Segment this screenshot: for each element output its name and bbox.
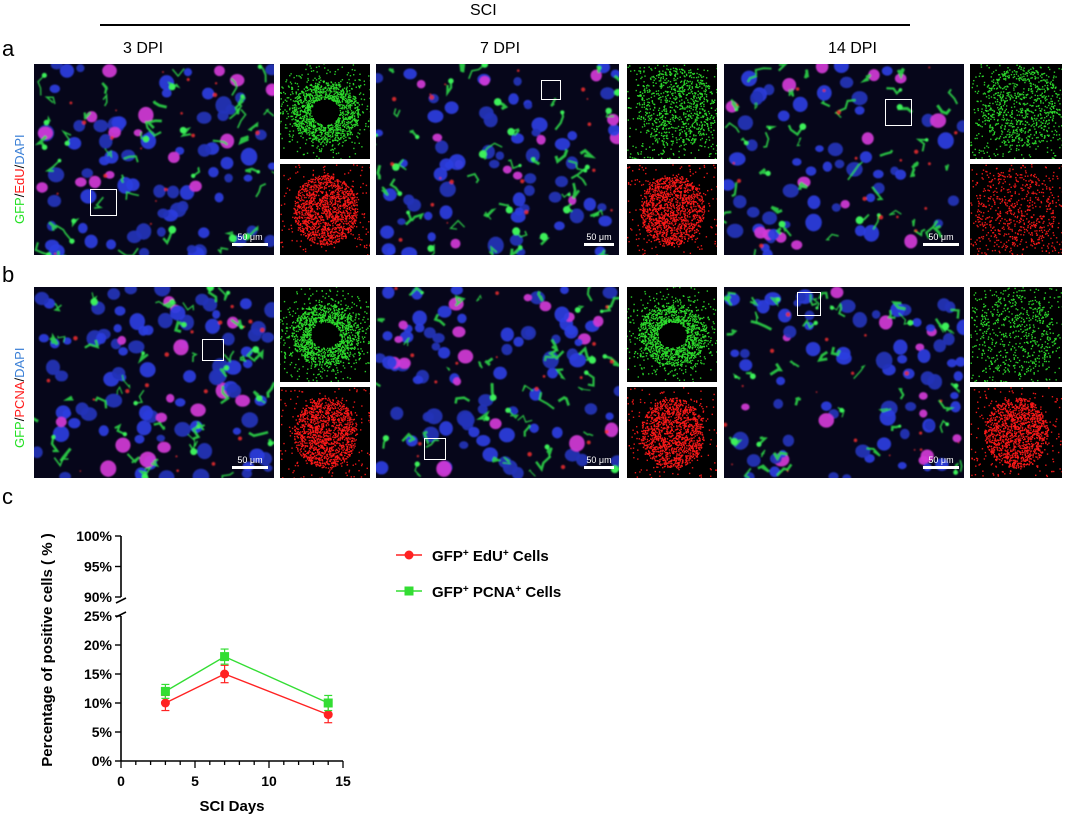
x-tick-label: 10 bbox=[261, 773, 277, 789]
micrograph-a-14dpi bbox=[724, 64, 964, 255]
inset-a-3dpi-edu bbox=[280, 164, 370, 255]
y-tick-label: 95% bbox=[84, 559, 113, 575]
row-label-b: GFP/PCNA/DAPI bbox=[12, 348, 27, 448]
data-point bbox=[160, 698, 170, 708]
scale-bar-b-7dpi: 50 μm bbox=[584, 455, 614, 469]
micrograph-b-3dpi bbox=[34, 287, 274, 478]
inset-b-7dpi-pcna bbox=[627, 387, 717, 478]
y-tick-label: 25% bbox=[84, 608, 113, 624]
scale-bar-b-14dpi: 50 μm bbox=[923, 455, 959, 469]
y-tick-label: 10% bbox=[84, 695, 113, 711]
roi-box-b-14dpi bbox=[797, 292, 821, 316]
scale-bar-b-3dpi: 50 μm bbox=[232, 455, 268, 469]
inset-a-7dpi-gfp bbox=[627, 64, 717, 159]
panel-letter-a: a bbox=[2, 36, 15, 61]
y-tick-label: 0% bbox=[92, 753, 113, 769]
row-label-b-dapi: DAPI bbox=[12, 347, 27, 378]
row-label-b-pcna: PCNA bbox=[12, 381, 27, 418]
sci-group-label: SCI bbox=[470, 2, 497, 19]
column-label-7dpi: 7 DPI bbox=[480, 40, 521, 57]
micrograph-a-3dpi bbox=[34, 64, 274, 255]
inset-a-7dpi-edu bbox=[627, 164, 717, 255]
y-tick-label: 15% bbox=[84, 666, 113, 682]
y-tick-label: 20% bbox=[84, 637, 113, 653]
row-label-a-gfp: GFP bbox=[12, 197, 27, 224]
inset-b-7dpi-gfp bbox=[627, 287, 717, 382]
row-label-a-edu: EdU bbox=[12, 168, 27, 194]
roi-box-b-3dpi bbox=[202, 339, 224, 361]
column-label-3dpi: 3 DPI bbox=[123, 40, 164, 57]
y-tick-label: 5% bbox=[92, 724, 113, 740]
roi-box-a-7dpi bbox=[541, 80, 561, 100]
row-label-a-dapi: DAPI bbox=[12, 134, 27, 165]
panel-letter-b: b bbox=[2, 262, 15, 287]
legend-label: GFP+ EdU+ Cells bbox=[432, 548, 549, 566]
y-tick-label: 90% bbox=[84, 589, 113, 605]
y-axis-label: Percentage of positive cells ( % ) bbox=[39, 533, 56, 766]
data-point bbox=[160, 686, 170, 696]
column-label-14dpi: 14 DPI bbox=[828, 40, 877, 57]
data-point bbox=[323, 698, 333, 708]
panel-letter-c: c bbox=[2, 484, 13, 509]
legend-label: GFP+ PCNA+ Cells bbox=[432, 584, 561, 602]
x-tick-label: 0 bbox=[117, 773, 125, 789]
scale-bar-label: 50 μm bbox=[237, 232, 263, 242]
data-point bbox=[323, 710, 333, 720]
inset-b-3dpi-gfp bbox=[280, 287, 370, 382]
scale-bar-a-3dpi: 50 μm bbox=[232, 232, 268, 246]
micrograph-a-7dpi bbox=[376, 64, 619, 255]
inset-a-3dpi-gfp bbox=[280, 64, 370, 159]
line-chart: 0% 5% 10% 15% 20% 25% 90% 95% 100% 0 5 10 15 SCI Days… bbox=[39, 528, 561, 815]
scale-bar-label: 50 μm bbox=[237, 455, 263, 465]
x-tick-label: 15 bbox=[335, 773, 351, 789]
series-line bbox=[165, 655, 329, 704]
inset-a-14dpi-gfp bbox=[970, 64, 1062, 159]
row-label-b-sep1: / bbox=[12, 417, 27, 422]
row-label-a: GFP/EdU/DAPI bbox=[12, 134, 27, 224]
sci-group-line bbox=[100, 24, 910, 26]
scale-bar-label: 50 μm bbox=[928, 232, 954, 242]
row-label-a-sep2: / bbox=[12, 164, 27, 169]
inset-b-14dpi-gfp bbox=[970, 287, 1062, 382]
x-tick-label: 5 bbox=[191, 773, 199, 789]
y-tick-label: 100% bbox=[76, 528, 112, 544]
inset-a-14dpi-edu bbox=[970, 164, 1062, 255]
inset-b-14dpi-pcna bbox=[970, 387, 1062, 478]
micrograph-b-7dpi bbox=[376, 287, 619, 478]
legend-marker bbox=[404, 586, 414, 596]
axis-break-mark bbox=[115, 597, 127, 604]
inset-b-3dpi-pcna bbox=[280, 387, 370, 478]
scale-bar-label: 50 μm bbox=[928, 455, 954, 465]
scale-bar-label: 50 μm bbox=[586, 232, 612, 242]
row-label-a-sep1: / bbox=[12, 193, 27, 198]
roi-box-a-3dpi bbox=[90, 189, 117, 216]
data-point bbox=[220, 669, 230, 679]
x-axis-label: SCI Days bbox=[199, 798, 264, 815]
row-label-b-sep2: / bbox=[12, 377, 27, 382]
scale-bar-label: 50 μm bbox=[586, 455, 612, 465]
scale-bar-a-14dpi: 50 μm bbox=[923, 232, 959, 246]
row-label-b-gfp: GFP bbox=[12, 421, 27, 448]
data-point bbox=[220, 652, 230, 662]
scale-bar-a-7dpi: 50 μm bbox=[584, 232, 614, 246]
micrograph-b-14dpi bbox=[724, 287, 964, 478]
series-line bbox=[165, 673, 329, 716]
legend-marker bbox=[404, 550, 414, 560]
roi-box-b-7dpi bbox=[424, 438, 446, 460]
roi-box-a-14dpi bbox=[885, 99, 912, 126]
